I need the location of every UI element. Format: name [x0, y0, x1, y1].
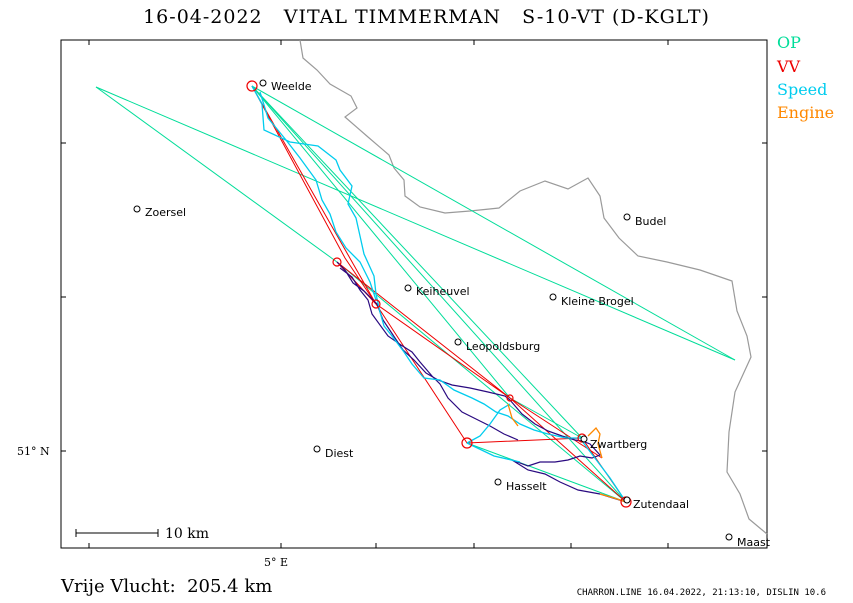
town-label: Budel [635, 215, 666, 228]
town-label: Keiheuvel [416, 285, 470, 298]
town-zutendaal-marker [623, 496, 631, 504]
town-leopoldsburg-marker [454, 338, 462, 346]
turnpoint-markers [246, 80, 632, 508]
legend-speed: Speed [777, 80, 828, 99]
scale-bar [75, 529, 159, 537]
town-zwartberg-marker [580, 435, 588, 443]
latitude-label: 51° N [17, 445, 50, 458]
map-title: 16-04-2022 VITAL TIMMERMAN S-10-VT (D-KG… [143, 6, 710, 28]
turnpoint-2 [332, 257, 342, 267]
town-weelde-marker [259, 79, 267, 87]
speed-track [251, 85, 627, 503]
footer-credits: CHARRON.LINE 16.04.2022, 21:13:10, DISLI… [576, 588, 826, 598]
town-maast-marker [725, 533, 733, 541]
town-hasselt-marker [494, 478, 502, 486]
free-flight-distance: Vrije Vlucht: 205.4 km [61, 576, 273, 597]
engine-segments [507, 403, 627, 503]
town-label: Kleine Brogel [561, 295, 634, 308]
town-label: Diest [325, 447, 354, 460]
town-label: Zutendaal [633, 498, 689, 511]
turnpoint-3 [371, 299, 381, 309]
national-border [299, 39, 768, 535]
town-label: Hasselt [506, 480, 547, 493]
town-zoersel-marker [133, 205, 141, 213]
town-keiheuvel-marker [404, 284, 412, 292]
town-label: Zoersel [145, 206, 186, 219]
turnpoint-4 [461, 437, 473, 449]
turnpoint-5 [506, 394, 514, 402]
scale-bar-label: 10 km [165, 526, 209, 542]
town-kleine-brogel-marker [549, 293, 557, 301]
legend-op: OP [777, 33, 801, 52]
town-labels: Weelde Zoersel Budel Keiheuvel Kleine Br… [145, 80, 771, 549]
turnpoint-weelde [246, 80, 258, 92]
longitude-label: 5° E [264, 556, 288, 569]
town-diest-marker [313, 445, 321, 453]
map-frame [60, 39, 768, 549]
town-label: Maast [737, 536, 771, 549]
axis-ticks [61, 40, 767, 548]
town-markers [133, 79, 733, 541]
town-label: Leopoldsburg [466, 340, 540, 353]
legend-engine: Engine [777, 103, 835, 122]
town-label: Weelde [271, 80, 312, 93]
op-lines [95, 85, 736, 503]
town-label: Zwartberg [590, 438, 647, 451]
legend-vv: VV [777, 57, 801, 76]
town-budel-marker [623, 213, 631, 221]
